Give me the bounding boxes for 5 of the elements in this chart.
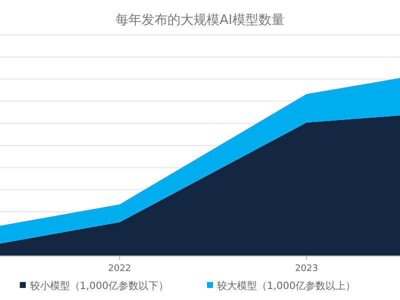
x-tick-label: 2023 [295, 264, 318, 274]
legend-label: 较小模型（1,000亿参数以下） [30, 280, 168, 292]
x-tick-label: 2022 [108, 264, 132, 274]
legend-label: 较大模型（1,000亿参数以上） [217, 280, 356, 292]
chart-title: 每年发布的大规模AI模型数量 [116, 13, 284, 28]
